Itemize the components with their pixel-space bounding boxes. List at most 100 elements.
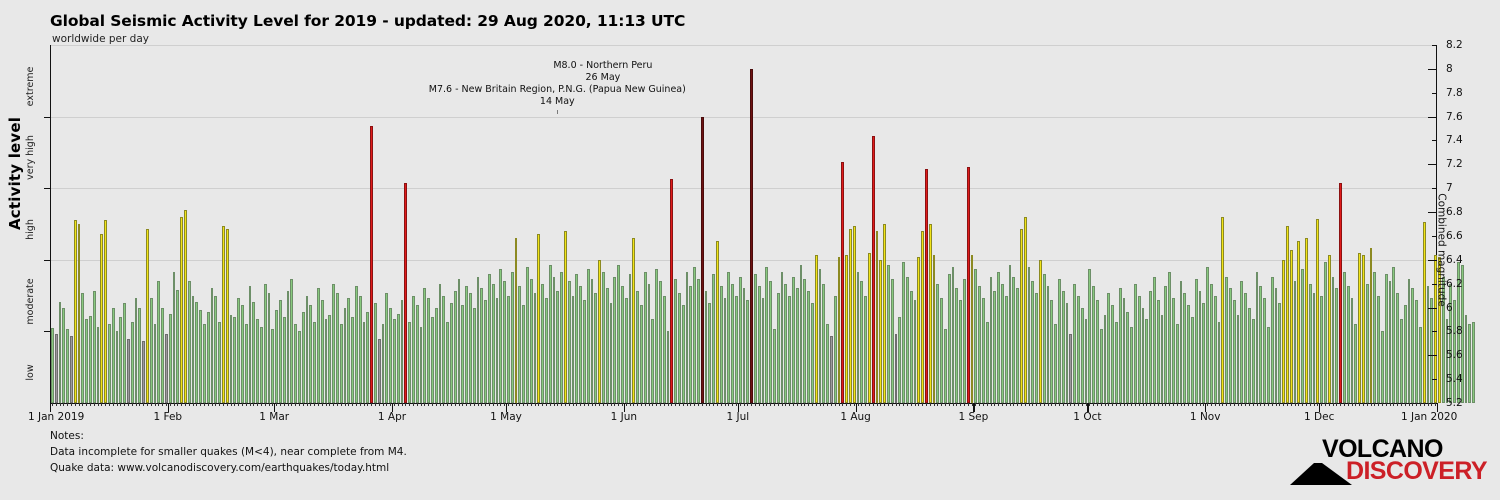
bar-moderate [1050, 300, 1054, 403]
bar-high [1358, 252, 1361, 403]
x-axis-minor-tick [713, 403, 715, 406]
y-axis-right-tick [1428, 259, 1437, 261]
x-axis-minor-tick [796, 403, 798, 406]
bar-moderate [336, 293, 339, 403]
bar-moderate [1343, 271, 1346, 403]
bar-moderate [978, 286, 981, 403]
x-axis-tick-label: 1 Aug [840, 411, 871, 423]
x-axis-minor-tick [393, 403, 395, 406]
x-axis-minor-tick [234, 403, 236, 406]
x-axis-minor-tick [500, 403, 502, 406]
bar-moderate [697, 278, 700, 403]
bar-moderate [1054, 324, 1057, 403]
x-axis-minor-tick [378, 403, 380, 406]
x-axis-minor-tick [621, 403, 623, 406]
bar-moderate [1096, 300, 1099, 403]
x-axis-minor-tick [143, 403, 145, 406]
bar-moderate [1350, 298, 1354, 403]
bar-moderate [381, 324, 385, 403]
bar-moderate [355, 286, 358, 403]
x-axis-minor-tick [941, 403, 943, 406]
x-axis-tick-label: 1 Jan 2020 [1401, 411, 1458, 423]
x-axis-minor-tick [435, 403, 437, 406]
x-axis-minor-tick [196, 403, 198, 406]
bar-moderate [1130, 326, 1133, 403]
x-axis-minor-tick [952, 403, 954, 406]
x-axis-tick-label: 1 Dec [1304, 411, 1335, 423]
y-axis-left-tick [44, 116, 51, 118]
x-axis-minor-tick [374, 403, 376, 406]
x-axis-minor-tick [1324, 403, 1326, 406]
bar-low [1069, 333, 1073, 403]
bar-moderate [1168, 271, 1171, 403]
x-axis-tick [855, 403, 857, 412]
bar-moderate [1331, 276, 1335, 403]
bar-high [716, 240, 719, 403]
bar-moderate [271, 329, 275, 403]
x-axis-minor-tick [542, 403, 544, 406]
bar-moderate [1320, 295, 1323, 403]
bar-moderate [636, 290, 639, 403]
x-axis-minor-tick [709, 403, 711, 406]
gridline [51, 188, 1436, 190]
x-axis-minor-tick [754, 403, 756, 406]
x-axis-minor-tick [572, 403, 574, 406]
bar-moderate [1259, 286, 1263, 403]
bar-moderate [168, 313, 172, 403]
bar-very-high [670, 178, 674, 403]
x-axis-minor-tick [1100, 403, 1102, 406]
bar-moderate [450, 302, 453, 403]
y-axis-right-tick [1432, 92, 1437, 94]
x-axis-minor-tick [800, 403, 802, 406]
bar-moderate [727, 271, 731, 403]
bar-moderate [860, 281, 864, 403]
x-axis-minor-tick [1286, 403, 1288, 406]
y-axis-category-label: low [25, 364, 36, 381]
x-axis-minor-tick [1081, 403, 1083, 406]
bar-moderate [324, 319, 328, 403]
bar-very-high [966, 166, 970, 403]
bar-moderate [613, 276, 617, 403]
y-axis-category-label: moderate [25, 277, 36, 325]
x-axis-minor-tick [644, 403, 646, 406]
bar-moderate [548, 264, 552, 403]
bar-moderate [811, 302, 814, 403]
x-axis-minor-tick [1431, 403, 1433, 406]
x-axis-minor-tick [1043, 403, 1045, 406]
bar-moderate [947, 274, 951, 403]
x-axis-tick [50, 403, 52, 412]
x-axis-minor-tick [257, 403, 259, 406]
x-axis-minor-tick [963, 403, 965, 406]
x-axis-minor-tick [1305, 403, 1307, 406]
volcano-discovery-logo[interactable]: VOLCANO DISCOVERY [1290, 437, 1488, 485]
bar-high [1221, 216, 1225, 403]
x-axis-minor-tick [1347, 403, 1349, 406]
x-axis-minor-tick [606, 403, 608, 406]
x-axis-minor-tick [1180, 403, 1182, 406]
x-axis-minor-tick [899, 403, 901, 406]
bar-moderate [393, 319, 396, 403]
x-axis-minor-tick [690, 403, 692, 406]
bar-moderate [605, 288, 609, 403]
bar-moderate [890, 278, 894, 403]
bar-low [377, 338, 381, 403]
x-axis-minor-tick [108, 403, 110, 406]
bar-moderate [1293, 281, 1297, 403]
bar-moderate [757, 286, 761, 403]
bar-moderate [1156, 300, 1160, 403]
x-axis-minor-tick [724, 403, 726, 406]
bar-moderate [674, 278, 677, 403]
bar-moderate [617, 264, 620, 403]
bar-moderate [1042, 274, 1046, 403]
x-axis-minor-tick [329, 403, 331, 406]
bar-moderate [1255, 271, 1259, 403]
x-axis-minor-tick [127, 403, 129, 406]
annotation-line: 14 May [539, 96, 575, 107]
x-axis-minor-tick [348, 403, 350, 406]
bar-moderate [279, 300, 282, 403]
x-axis-minor-tick [424, 403, 426, 406]
bar-high [1039, 259, 1042, 403]
x-axis-minor-tick [390, 403, 392, 406]
x-axis-minor-tick [454, 403, 456, 406]
x-axis-minor-tick [659, 403, 661, 406]
